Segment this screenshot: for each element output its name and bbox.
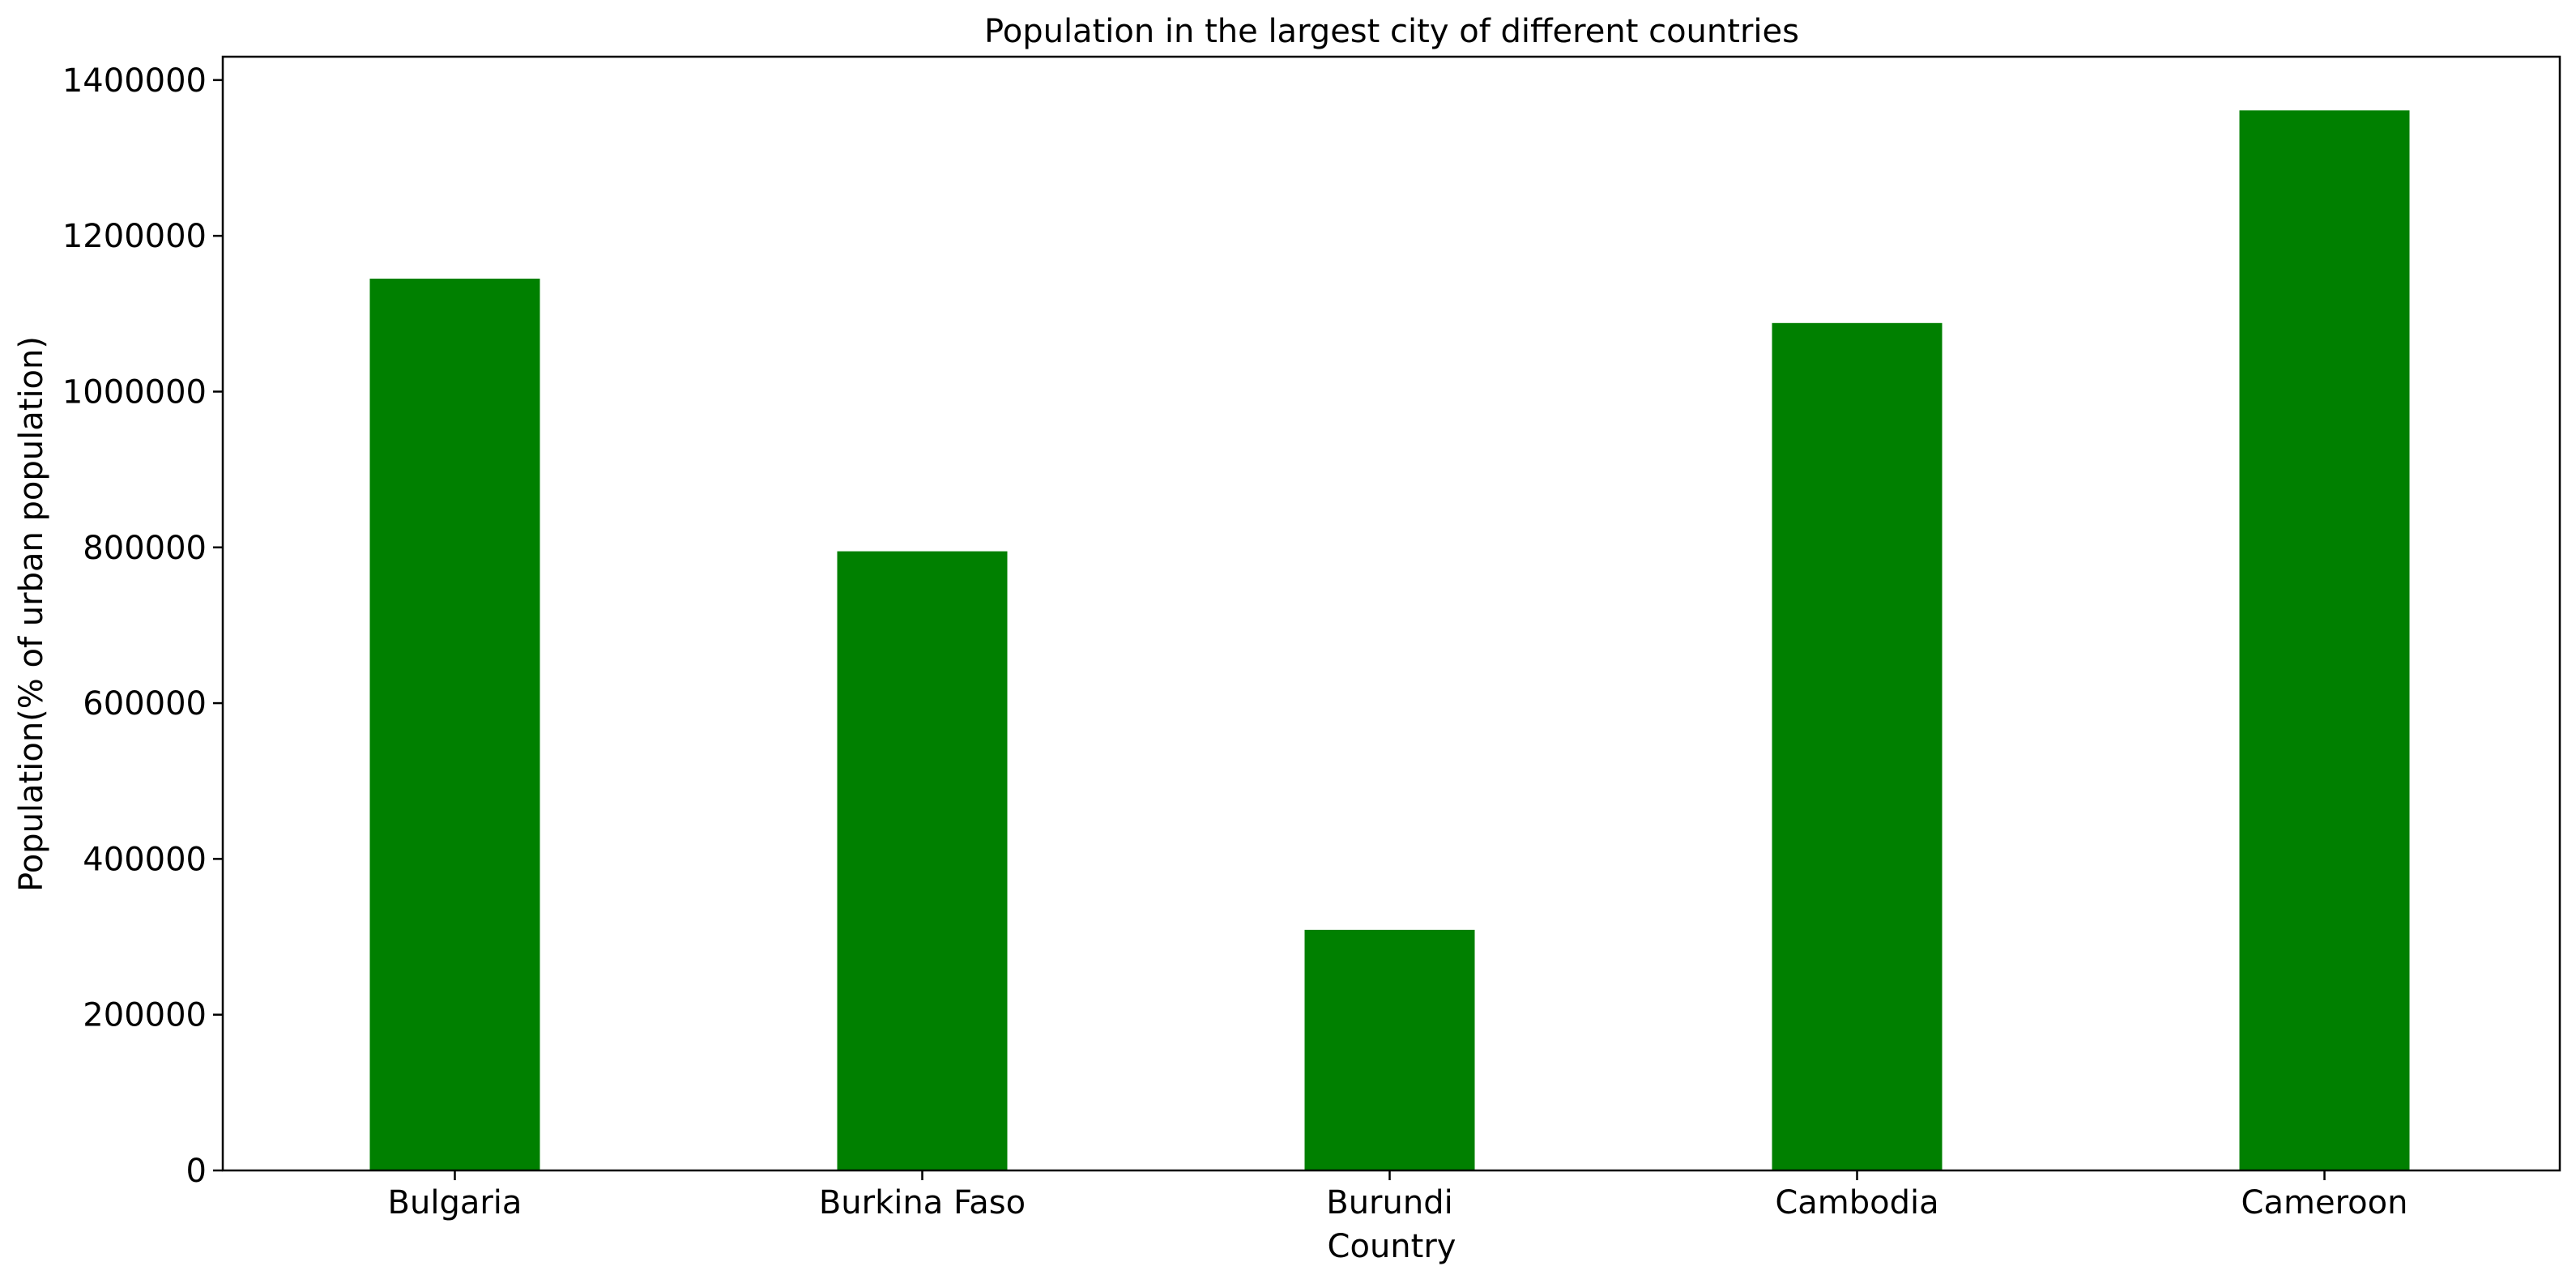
chart-title: Population in the largest city of differ… [984, 13, 1799, 50]
y-axis-title-group: Population(% of urban population) [13, 336, 50, 892]
x-axis-title: Country [1328, 1228, 1456, 1265]
x-tick-label: Burkina Faso [819, 1184, 1026, 1221]
y-tick-label: 1400000 [62, 62, 207, 100]
y-tick-label: 600000 [83, 685, 207, 723]
bar-burkina-faso [837, 551, 1008, 1170]
y-tick-label: 200000 [83, 997, 207, 1034]
y-ticks-group: 0 200000 400000 600000 800000 1000000 1200000 1… [62, 62, 223, 1190]
plot-frame [221, 55, 2561, 1172]
y-tick-label: 1200000 [62, 218, 207, 255]
x-tick-label: Cambodia [1775, 1184, 1938, 1221]
y-tick-label: 0 [186, 1153, 207, 1190]
y-axis-title: Population(% of urban population) [13, 336, 50, 892]
bars-group [369, 110, 2410, 1170]
y-tick-label: 1000000 [62, 373, 207, 411]
x-tick-label: Bulgaria [388, 1184, 522, 1221]
x-tick-label: Burundi [1326, 1184, 1452, 1221]
bar-cambodia [1772, 322, 1943, 1170]
bar-burundi [1304, 929, 1475, 1170]
bar-cameroon [2239, 110, 2410, 1170]
x-ticks-group: Bulgaria Burkina Faso Burundi Cambodia Camer… [388, 1170, 2408, 1221]
y-tick-label: 800000 [83, 530, 207, 567]
bar-bulgaria [369, 279, 540, 1170]
x-tick-label: Cameroon [2241, 1184, 2408, 1221]
y-tick-label: 400000 [83, 841, 207, 878]
